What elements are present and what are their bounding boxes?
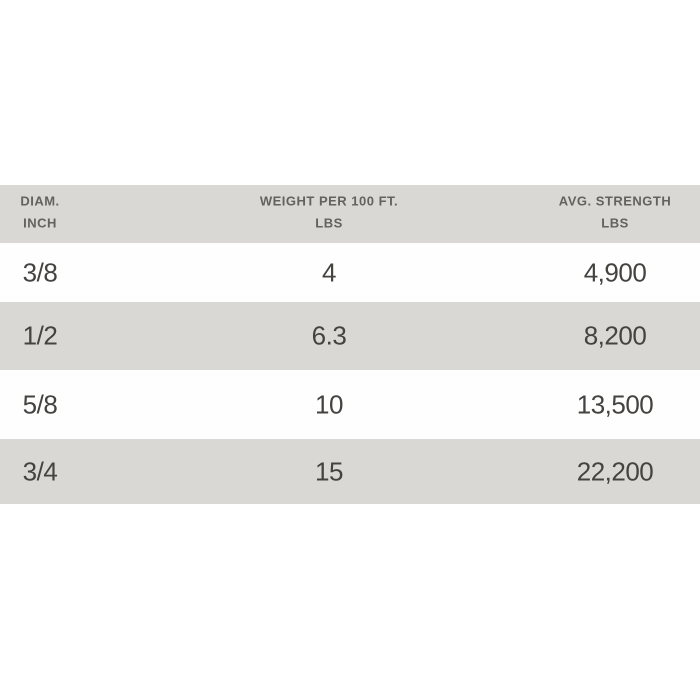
header-strength-line2: LBS: [601, 215, 629, 231]
cell-weight: 10: [315, 389, 343, 419]
cell-strength: 4,900: [583, 257, 647, 287]
cell-diam: 1/2: [22, 320, 58, 351]
cell-weight: 6.3: [311, 320, 347, 351]
cell-diam: 3/8: [22, 257, 58, 287]
cell-weight: 4: [322, 257, 336, 287]
table-row: 1/2 6.3 8,200: [0, 302, 700, 370]
cell-weight: 15: [315, 456, 343, 486]
header-diam-line1: DIAM.: [20, 193, 60, 209]
header-diam-line2: INCH: [23, 215, 57, 231]
header-weight-line1: WEIGHT PER 100 FT.: [259, 193, 399, 209]
header-weight-line2: LBS: [315, 215, 343, 231]
table-row: 3/4 15 22,200: [0, 439, 700, 504]
cell-strength: 13,500: [576, 389, 654, 419]
cell-strength: 8,200: [583, 320, 647, 351]
cell-diam: 3/4: [22, 456, 58, 486]
header-strength-line1: AVG. STRENGTH: [558, 193, 672, 209]
cell-strength: 22,200: [576, 456, 654, 486]
cell-diam: 5/8: [22, 389, 58, 419]
table-header-row: DIAM. INCH WEIGHT PER 100 FT. LBS AVG. S…: [0, 185, 700, 243]
rope-spec-table: DIAM. INCH WEIGHT PER 100 FT. LBS AVG. S…: [0, 185, 700, 504]
table-row: 5/8 10 13,500: [0, 370, 700, 439]
table-row: 3/8 4 4,900: [0, 243, 700, 302]
